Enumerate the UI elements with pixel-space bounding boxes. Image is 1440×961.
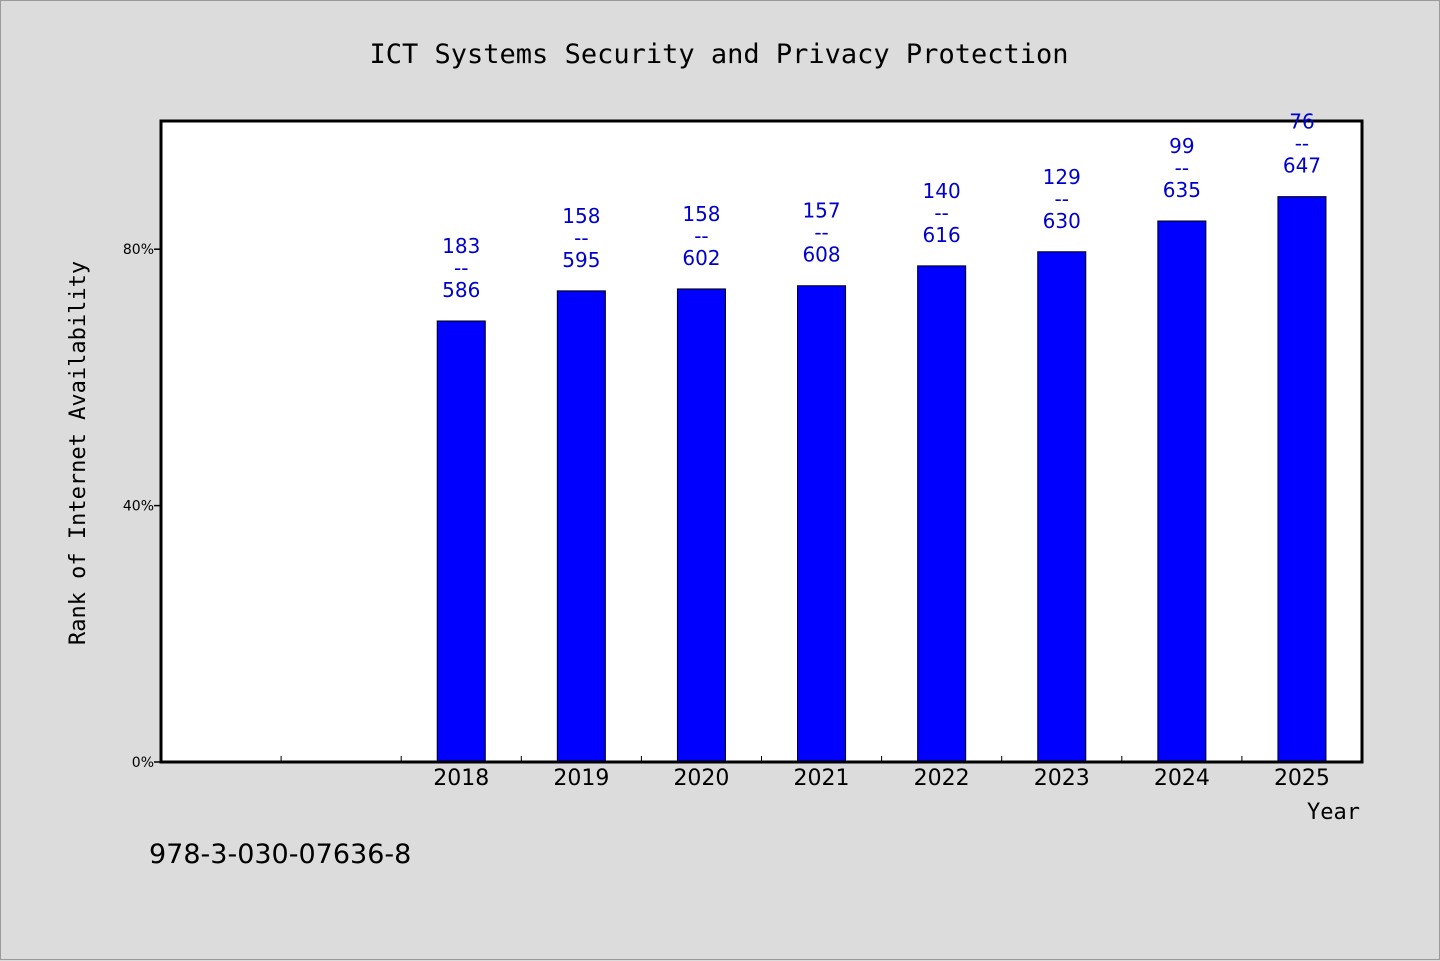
data-label: 99 — [1169, 134, 1194, 158]
data-label: 158 — [562, 204, 600, 228]
data-label: 76 — [1289, 110, 1314, 134]
bar-2020 — [676, 288, 726, 763]
x-tick-label: 2019 — [553, 766, 609, 791]
data-label: 608 — [802, 243, 840, 267]
data-label: -- — [574, 226, 588, 250]
chart-title: ICT Systems Security and Privacy Protect… — [370, 39, 1069, 70]
bar-2019 — [556, 290, 606, 763]
data-label: 616 — [923, 223, 961, 247]
data-label: 586 — [442, 278, 480, 302]
data-label: 630 — [1043, 209, 1081, 233]
data-label: 140 — [923, 179, 961, 203]
bar-2024 — [1157, 220, 1207, 763]
y-tick-label: 0% — [132, 755, 154, 771]
x-tick-label: 2022 — [914, 766, 970, 791]
x-axis-label: Year — [1307, 800, 1360, 825]
x-tick-label: 2025 — [1274, 766, 1330, 791]
y-axis-label: Rank of Internet Availability — [66, 261, 91, 645]
bars-group — [436, 196, 1327, 763]
x-tick-label: 2020 — [673, 766, 729, 791]
data-label: -- — [934, 201, 948, 225]
bar-2021 — [797, 285, 847, 763]
data-label: -- — [1295, 132, 1309, 156]
y-tick-label: 80% — [123, 242, 154, 258]
axes-group: 0% 40% 80% 2018 2019 2020 2021 2022 2023 2024 2025 — [123, 242, 1330, 791]
data-label: -- — [814, 221, 828, 245]
data-label: 595 — [562, 248, 600, 272]
x-tick-label: 2023 — [1034, 766, 1090, 791]
x-tick-label: 2024 — [1154, 766, 1210, 791]
y-tick-label: 40% — [123, 499, 154, 515]
data-label: -- — [694, 224, 708, 248]
data-label: -- — [454, 256, 468, 280]
data-label: 602 — [682, 246, 720, 270]
bar-2022 — [917, 265, 967, 763]
data-label: 647 — [1283, 154, 1321, 178]
data-label: 129 — [1043, 165, 1081, 189]
bar-2023 — [1037, 251, 1087, 763]
data-label: 183 — [442, 234, 480, 258]
x-tick-label: 2018 — [433, 766, 489, 791]
data-label: 635 — [1163, 178, 1201, 202]
data-label: -- — [1055, 187, 1069, 211]
isbn-text: 978-3-030-07636-8 — [149, 839, 411, 870]
data-label: 157 — [802, 199, 840, 223]
bar-2018 — [436, 320, 486, 763]
x-tick-label: 2021 — [794, 766, 850, 791]
data-labels-group: 183--586158--595158--602157--608140--616… — [442, 110, 1321, 302]
data-label: -- — [1175, 156, 1189, 180]
data-label: 158 — [682, 202, 720, 226]
bar-2025 — [1277, 196, 1327, 763]
